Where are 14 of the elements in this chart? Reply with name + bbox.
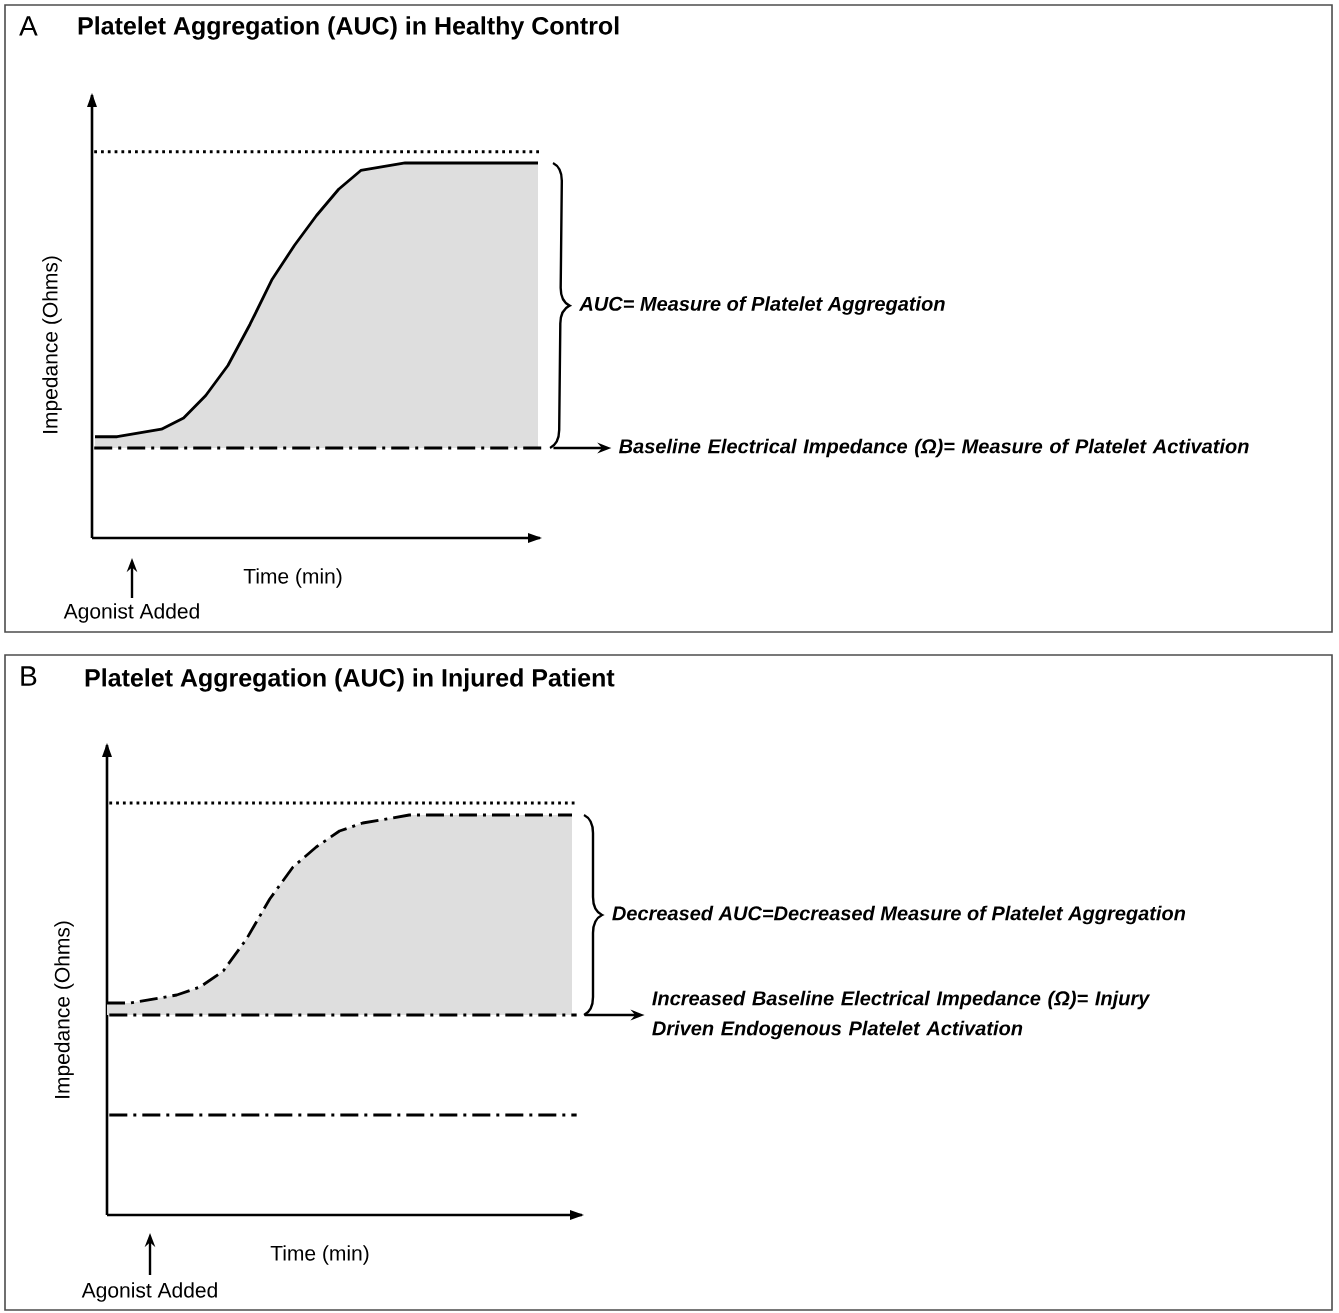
- y-axis-title: Impedance (Ohms): [42, 256, 62, 433]
- x-axis-title: Time (min): [243, 568, 342, 588]
- text: AUC= Measure of Platelet Aggregation: [578, 296, 945, 315]
- text: Decreased AUC=Decreased Measure of Platelet Aggregation: [612, 905, 1186, 925]
- y-axis-title: Impedance (Ohms): [54, 921, 74, 1098]
- chart-title: Platelet Aggregation (AUC) in Healthy Control: [78, 16, 619, 40]
- text: A: [19, 16, 38, 36]
- ref-line-label: Increased Baseline Electrical Impedance (Ω)= Injury Driven Endogenous Platelet Activation: [652, 990, 1151, 1040]
- chart-title: Platelet Aggregation (AUC) in Injured Patient: [85, 668, 615, 692]
- text: B: [21, 666, 37, 686]
- text: Agonist Added: [63, 603, 199, 623]
- x-axis-title: Time (min): [270, 1245, 369, 1265]
- ref-line-label: Baseline Electrical Impedance (Ω)= Measure of Platelet Activation: [618, 438, 1249, 458]
- text: Agonist Added: [81, 1282, 217, 1302]
